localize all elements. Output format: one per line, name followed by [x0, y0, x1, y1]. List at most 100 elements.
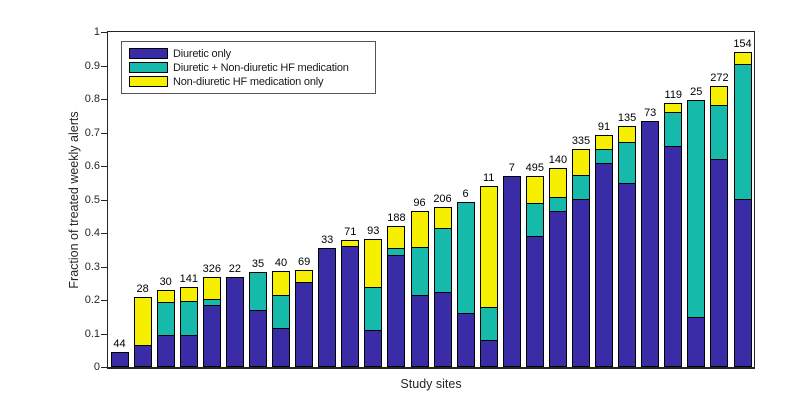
legend-swatch — [129, 62, 168, 73]
bar — [410, 211, 429, 367]
y-tick-mark — [101, 200, 107, 201]
bar-segment-diuretic-only — [456, 313, 475, 367]
bar-count-label: 44 — [113, 338, 126, 350]
bar-segment-nondiuretic-hf-only — [618, 126, 637, 143]
bar-segment-diuretic-plus-nondiuretic-hf — [249, 272, 267, 311]
bar — [456, 202, 475, 367]
bar-count-label: 33 — [321, 234, 334, 246]
y-tick-mark — [101, 66, 107, 67]
plot-area: 44 28 30 141 326 22 35 40 69 33 71 93 188 96 206 6 11 7 49… — [107, 31, 755, 369]
bar-segment-diuretic-only — [548, 211, 567, 367]
bar — [249, 272, 267, 367]
bar — [641, 121, 660, 367]
bar — [548, 168, 567, 367]
bar-count-label: 135 — [617, 112, 637, 124]
bar-segment-diuretic-only — [318, 248, 337, 367]
bar-segment-nondiuretic-hf-only — [479, 186, 498, 308]
bar — [110, 352, 129, 367]
bar-segment-nondiuretic-hf-only — [179, 287, 198, 302]
bar-count-label: 25 — [690, 86, 703, 98]
bar-segment-nondiuretic-hf-only — [710, 86, 729, 106]
bar-segment-diuretic-plus-nondiuretic-hf — [710, 105, 729, 160]
bar-segment-diuretic-only — [410, 295, 429, 367]
bar — [595, 135, 613, 367]
bar — [202, 277, 221, 367]
legend-swatch — [129, 76, 168, 87]
bar-count-label: 141 — [179, 273, 198, 285]
bar-count-label: 30 — [159, 276, 172, 288]
y-tick-mark — [101, 32, 107, 33]
bar-segment-nondiuretic-hf-only — [387, 226, 406, 249]
bar — [433, 207, 452, 367]
y-tick-mark — [101, 334, 107, 335]
bar-count-label: 11 — [482, 172, 495, 184]
bar-count-label: 495 — [525, 162, 544, 174]
bar-segment-diuretic-plus-nondiuretic-hf — [410, 247, 429, 296]
y-tick-mark — [101, 166, 107, 167]
y-tick-label: 0.6 — [84, 160, 100, 172]
bar-segment-diuretic-only — [525, 236, 544, 367]
bar-segment-diuretic-plus-nondiuretic-hf — [479, 307, 498, 341]
y-tick-label: 0.8 — [84, 93, 100, 105]
bar-segment-diuretic-only — [710, 159, 729, 367]
bar — [664, 103, 683, 367]
bar — [364, 239, 383, 367]
bar-segment-diuretic-only — [641, 121, 660, 367]
bar-segment-diuretic-only — [156, 335, 175, 367]
bar — [133, 297, 152, 367]
bar-segment-diuretic-only — [595, 163, 613, 367]
y-tick-label: 0.5 — [84, 194, 100, 206]
legend: Diuretic only Diuretic + Non-diuretic HF … — [121, 41, 376, 94]
bar-segment-nondiuretic-hf-only — [572, 149, 590, 176]
bar-segment-diuretic-plus-nondiuretic-hf — [733, 64, 752, 200]
y-tick-label: 0.7 — [84, 127, 100, 139]
bar-segment-diuretic-plus-nondiuretic-hf — [664, 112, 683, 147]
bar-segment-diuretic-plus-nondiuretic-hf — [687, 100, 706, 318]
bar-count-label: 71 — [344, 226, 357, 238]
bar-segment-nondiuretic-hf-only — [410, 211, 429, 248]
bar — [502, 176, 521, 367]
bar — [341, 240, 360, 367]
bar-count-label: 7 — [508, 162, 515, 174]
bar — [618, 126, 637, 367]
y-tick-label: 0.2 — [84, 294, 100, 306]
y-tick-label: 0.4 — [84, 227, 100, 239]
bar-segment-diuretic-only — [133, 345, 152, 367]
bar-count-label: 154 — [733, 38, 752, 50]
bar — [387, 226, 406, 367]
bar-segment-diuretic-only — [572, 199, 590, 367]
bar — [572, 149, 590, 367]
bar-segment-diuretic-plus-nondiuretic-hf — [525, 203, 544, 237]
bar-segment-diuretic-plus-nondiuretic-hf — [364, 287, 383, 331]
bar-count-label: 6 — [462, 188, 469, 200]
bar-segment-diuretic-only — [733, 199, 752, 367]
bar-count-label: 96 — [413, 197, 426, 209]
bar-segment-diuretic-plus-nondiuretic-hf — [156, 302, 175, 336]
bar-segment-diuretic-only — [110, 352, 129, 367]
legend-swatch — [129, 48, 168, 59]
bar-segment-nondiuretic-hf-only — [364, 239, 383, 288]
bar-segment-nondiuretic-hf-only — [202, 277, 221, 300]
bar — [179, 287, 198, 367]
bar — [225, 277, 244, 367]
bar-segment-nondiuretic-hf-only — [133, 297, 152, 346]
bar — [687, 100, 706, 367]
bar — [318, 248, 337, 367]
legend-item-label: Non-diuretic HF medication only — [173, 75, 324, 88]
bar-segment-diuretic-plus-nondiuretic-hf — [179, 301, 198, 336]
bar-count-label: 40 — [274, 257, 288, 269]
bar-segment-diuretic-only — [387, 255, 406, 367]
bar-count-label: 272 — [710, 72, 729, 84]
bar-segment-diuretic-only — [618, 183, 637, 367]
y-tick-mark — [101, 267, 107, 268]
y-tick-mark — [101, 99, 107, 100]
bar-segment-nondiuretic-hf-only — [525, 176, 544, 204]
bar-segment-diuretic-only — [364, 330, 383, 367]
y-tick-label: 0 — [93, 361, 100, 373]
bar — [733, 52, 752, 367]
bar-count-label: 91 — [597, 121, 611, 133]
bar-segment-diuretic-plus-nondiuretic-hf — [618, 142, 637, 184]
bar-segment-diuretic-only — [479, 340, 498, 367]
bar-segment-diuretic-only — [272, 328, 290, 367]
